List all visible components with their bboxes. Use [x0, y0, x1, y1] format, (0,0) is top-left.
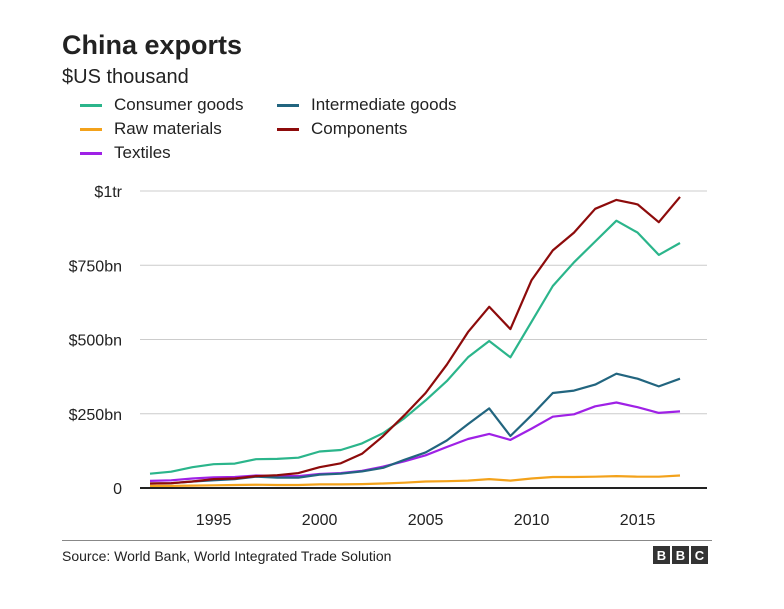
- y-tick-label: $250bn: [69, 407, 122, 424]
- y-tick-label: $1tr: [94, 184, 122, 201]
- legend-swatch: [80, 151, 102, 155]
- x-tick-label: 2015: [620, 512, 656, 529]
- series-line: [149, 196, 681, 485]
- chart-title: China exports: [62, 30, 243, 60]
- legend-label: Consumer goods: [114, 95, 244, 114]
- legend-item-textiles: Textiles: [80, 143, 171, 163]
- legend-swatch: [80, 103, 102, 107]
- legend-swatch: [277, 127, 299, 131]
- bbc-logo: B B C: [653, 546, 708, 564]
- legend-item-intermediate-goods: Intermediate goods: [277, 95, 457, 115]
- legend-item-consumer-goods: Consumer goods: [80, 95, 243, 115]
- logo-letter: B: [672, 546, 689, 564]
- legend-item-raw-materials: Raw materials: [80, 119, 222, 139]
- series-line: [150, 474, 681, 487]
- y-tick-label: 0: [113, 481, 122, 498]
- series-line: [149, 219, 681, 475]
- legend-label: Raw materials: [114, 119, 222, 138]
- x-tick-label: 1995: [196, 512, 232, 529]
- logo-letter: C: [691, 546, 708, 564]
- y-tick-label: $500bn: [69, 333, 122, 350]
- logo-letter: B: [653, 546, 670, 564]
- y-tick-label: $750bn: [69, 258, 122, 275]
- x-tick-label: 2005: [408, 512, 444, 529]
- legend-label: Components: [311, 119, 408, 138]
- x-tick-label: 2000: [302, 512, 338, 529]
- series-line: [149, 401, 681, 482]
- series-line: [149, 372, 681, 485]
- source-note: Source: World Bank, World Integrated Tra…: [62, 548, 392, 564]
- x-tick-label: 2010: [514, 512, 550, 529]
- footer-divider: [62, 540, 712, 541]
- legend: Consumer goods Intermediate goods Raw ma…: [80, 95, 540, 167]
- chart-subtitle: $US thousand: [62, 66, 189, 88]
- legend-label: Intermediate goods: [311, 95, 457, 114]
- legend-label: Textiles: [114, 143, 171, 162]
- legend-item-components: Components: [277, 119, 407, 139]
- legend-swatch: [277, 103, 299, 107]
- legend-swatch: [80, 127, 102, 131]
